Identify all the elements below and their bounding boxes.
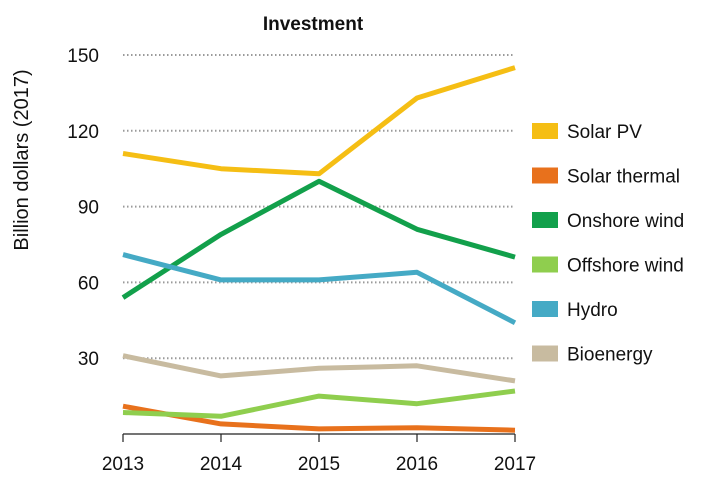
legend-label: Onshore wind — [567, 211, 684, 232]
legend: Solar PV Solar thermal Onshore wind Offshor… — [532, 122, 684, 366]
y-tick-label: 60 — [78, 273, 99, 294]
y-tick-label: 120 — [67, 122, 99, 143]
legend-swatch — [532, 256, 558, 273]
gridlines — [123, 54, 515, 360]
legend-swatch — [532, 167, 558, 184]
y-tick-label: 30 — [78, 349, 99, 370]
legend-label: Solar PV — [567, 122, 642, 143]
legend-swatch — [532, 345, 558, 362]
x-tick-label: 2017 — [494, 454, 536, 475]
x-axis-ticks: 2013 2014 2015 2016 2017 — [102, 434, 536, 475]
x-tick-label: 2013 — [102, 454, 144, 475]
series-line-hydro — [122, 252, 517, 326]
series-lines — [121, 65, 517, 433]
y-tick-label: 90 — [78, 198, 99, 219]
x-tick-label: 2016 — [396, 454, 438, 475]
y-axis-ticks: 30 60 90 120 150 — [67, 46, 99, 370]
chart-title: Investment — [263, 14, 364, 35]
legend-label: Bioenergy — [567, 345, 653, 366]
legend-label: Offshore wind — [567, 256, 684, 277]
y-axis-label: Billion dollars (2017) — [11, 69, 33, 250]
legend-swatch — [532, 212, 558, 228]
x-tick-label: 2014 — [200, 454, 243, 475]
y-tick-label: 150 — [67, 46, 99, 67]
legend-label: Solar thermal — [567, 167, 680, 188]
series-line-bioenergy — [122, 353, 516, 384]
series-line-solar-thermal — [122, 403, 516, 433]
legend-swatch — [532, 123, 558, 139]
series-line-solar-pv — [122, 65, 516, 177]
series-line-onshore-wind — [121, 178, 516, 300]
legend-label: Hydro — [567, 300, 618, 321]
series-line-offshore-wind — [122, 388, 516, 419]
legend-swatch — [532, 301, 558, 317]
x-tick-label: 2015 — [298, 454, 340, 475]
